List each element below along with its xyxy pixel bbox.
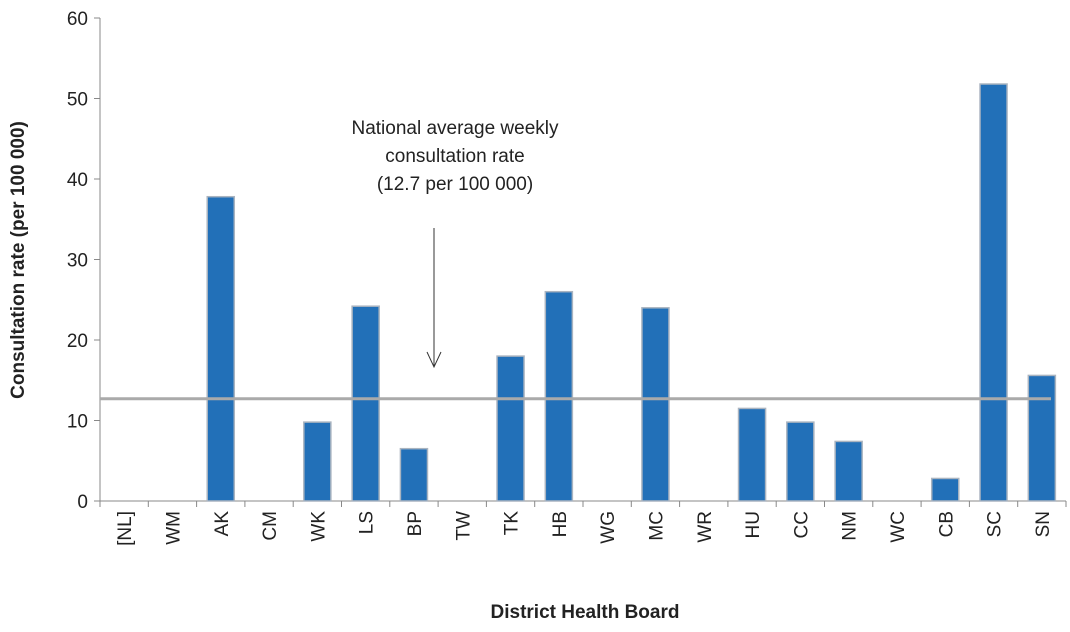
x-tick-label: TW: [453, 511, 474, 541]
bar: [206, 195, 236, 502]
annotation-line: consultation rate: [385, 146, 524, 167]
bar: [1027, 374, 1057, 502]
x-tick-label: HB: [550, 511, 571, 537]
bar: [351, 305, 380, 502]
x-tick-label: CC: [791, 511, 812, 538]
bar: [496, 355, 525, 502]
bar: [786, 421, 815, 502]
x-tick-label: CM: [260, 511, 281, 541]
x-tick-label: NM: [840, 511, 861, 541]
annotation-line: National average weekly: [351, 118, 559, 139]
y-tick-label: 60: [67, 9, 88, 30]
x-tick-label: BP: [405, 511, 426, 536]
x-tick-label: WK: [308, 511, 329, 542]
bar: [930, 477, 960, 502]
x-tick-label: [NL]: [115, 511, 136, 546]
bar: [834, 440, 863, 502]
y-tick-label: 30: [67, 251, 88, 272]
x-tick-label: SN: [1033, 511, 1054, 537]
x-axis-label: District Health Board: [491, 602, 680, 623]
x-tick-label: HU: [743, 511, 764, 538]
bar: [979, 83, 1008, 502]
y-tick-label: 40: [67, 170, 88, 191]
x-tick-label: LS: [357, 511, 378, 534]
y-tick-label: 10: [67, 412, 88, 433]
y-tick-label: 0: [77, 492, 88, 513]
y-tick-label: 20: [67, 331, 88, 352]
y-tick-label: 50: [67, 90, 88, 111]
x-tick-label: CB: [936, 511, 957, 537]
x-tick-label: WG: [598, 511, 619, 544]
annotation-line: (12.7 per 100 000): [377, 174, 533, 195]
x-tick-label: AK: [212, 511, 233, 537]
x-tick-label: WM: [163, 511, 184, 545]
x-tick-label: MC: [646, 511, 667, 541]
bar: [544, 290, 574, 502]
x-tick-label: TK: [502, 511, 523, 536]
x-tick-label: WC: [888, 511, 909, 543]
bar: [737, 407, 767, 502]
annotation-arrow-head: [426, 351, 442, 369]
x-tick-label: SC: [985, 511, 1006, 537]
y-axis-label: Consultation rate (per 100 000): [8, 121, 29, 399]
bar: [303, 421, 332, 502]
x-tick-label: WR: [695, 511, 716, 543]
bar: [399, 447, 429, 502]
bar: [641, 307, 670, 502]
